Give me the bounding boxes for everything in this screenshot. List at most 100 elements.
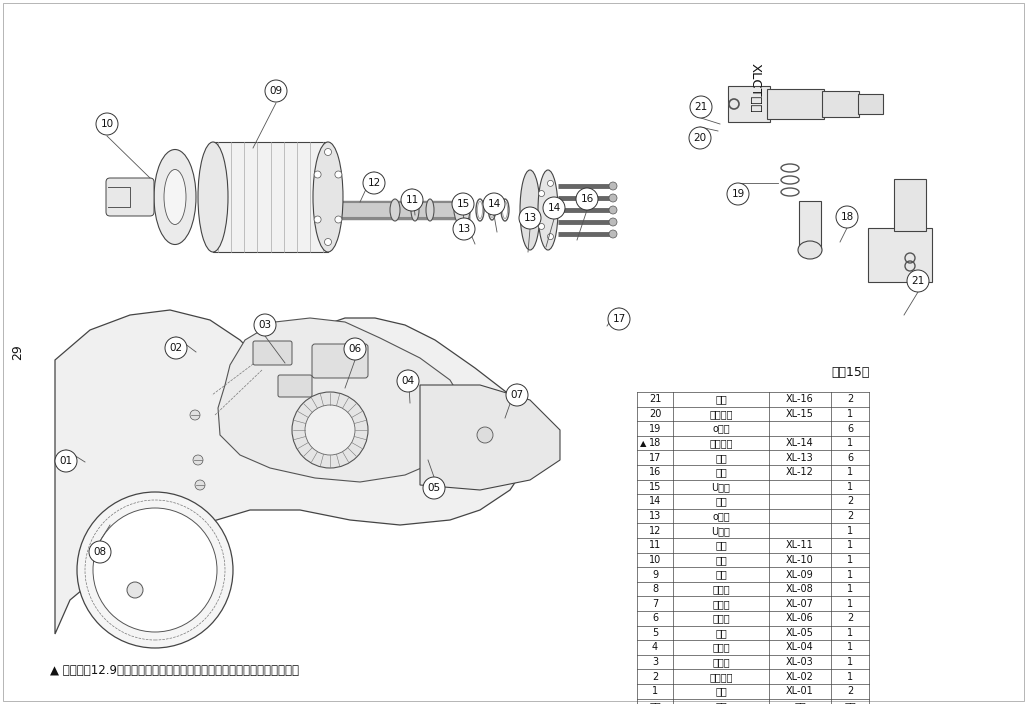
Circle shape [836,206,858,228]
Text: 21: 21 [649,394,661,404]
Text: 1: 1 [847,584,853,594]
Text: 13: 13 [649,511,661,521]
Circle shape [292,392,368,468]
Circle shape [96,113,118,135]
Text: 1: 1 [847,482,853,492]
Text: 17: 17 [649,453,661,463]
Text: 1: 1 [847,643,853,653]
Text: U型圈: U型圈 [712,482,730,492]
Text: 12: 12 [368,178,381,188]
Text: 1: 1 [847,467,853,477]
FancyBboxPatch shape [893,179,926,231]
Text: XL-13: XL-13 [786,453,813,463]
Text: XL-06: XL-06 [786,613,813,623]
Ellipse shape [390,199,400,221]
FancyBboxPatch shape [858,94,883,114]
FancyBboxPatch shape [728,86,770,122]
Circle shape [89,541,111,563]
Text: 09: 09 [269,86,282,96]
Text: 2: 2 [652,672,658,681]
Text: 15: 15 [456,199,469,209]
Circle shape [453,218,476,240]
Circle shape [193,455,203,465]
Circle shape [195,480,205,490]
Text: 11: 11 [406,195,419,205]
Circle shape [190,410,200,420]
Text: XL-09: XL-09 [786,570,813,579]
Text: 06: 06 [348,344,362,354]
Text: 16: 16 [580,194,594,204]
Text: 12: 12 [649,526,661,536]
Text: 小棘爪: 小棘爪 [712,643,730,653]
Ellipse shape [609,230,617,238]
Circle shape [165,337,187,359]
Text: U型盖: U型盖 [712,526,730,536]
Circle shape [547,180,554,187]
Text: 05: 05 [427,483,441,493]
Text: 卡簧: 卡簧 [715,394,727,404]
Circle shape [483,193,505,215]
Circle shape [397,370,419,392]
Text: 旋转接头: 旋转接头 [710,438,732,448]
Circle shape [553,207,559,213]
FancyBboxPatch shape [278,375,312,397]
FancyBboxPatch shape [312,344,368,378]
Circle shape [77,492,233,648]
FancyBboxPatch shape [213,142,328,252]
Text: 序号: 序号 [649,701,661,704]
Text: 20: 20 [649,409,661,419]
Text: XL-03: XL-03 [786,657,813,667]
Ellipse shape [609,206,617,214]
FancyBboxPatch shape [868,228,931,282]
Circle shape [477,427,493,443]
Text: 8: 8 [652,584,658,594]
Circle shape [689,127,711,149]
Circle shape [127,582,143,598]
Text: 18: 18 [840,212,853,222]
Text: 13: 13 [457,224,470,234]
Text: 螺钉: 螺钉 [715,453,727,463]
Text: XL-08: XL-08 [786,584,813,594]
Circle shape [907,270,929,292]
Text: XL-15: XL-15 [786,409,814,419]
Circle shape [538,191,544,196]
Text: 07: 07 [510,390,524,400]
Text: 2: 2 [847,613,853,623]
Circle shape [727,183,749,205]
Text: 活塞: 活塞 [715,540,727,551]
Text: ▲: ▲ [640,439,647,448]
Ellipse shape [164,170,186,225]
Circle shape [423,477,445,499]
Ellipse shape [411,199,419,221]
Text: 01: 01 [60,456,73,466]
Circle shape [335,216,342,223]
Text: 1: 1 [847,555,853,565]
FancyBboxPatch shape [822,91,859,117]
Circle shape [690,96,712,118]
Text: 6: 6 [652,613,658,623]
Text: XL-04: XL-04 [786,643,813,653]
Text: 5: 5 [652,628,658,638]
Text: 止退棘爪: 止退棘爪 [710,672,732,681]
Text: 1: 1 [847,570,853,579]
Text: 14: 14 [649,496,661,506]
Text: XL-16: XL-16 [786,394,813,404]
Ellipse shape [154,149,196,244]
Circle shape [305,405,355,455]
Text: XL-02: XL-02 [786,672,814,681]
Text: 10: 10 [649,555,661,565]
FancyBboxPatch shape [799,201,821,251]
Text: 棘轮: 棘轮 [715,628,727,638]
Text: 堵板: 堵板 [715,686,727,696]
Text: 02: 02 [169,343,183,353]
Text: 2: 2 [847,394,853,404]
Text: XL-07: XL-07 [786,598,814,609]
Circle shape [55,450,77,472]
FancyBboxPatch shape [253,341,292,365]
Circle shape [543,197,565,219]
Text: 大棘爪: 大棘爪 [712,657,730,667]
Text: ▲ 此螺钉为12.9级、一般内六角螺钉不得代替，否则有断裂、崩盖的危险！: ▲ 此螺钉为12.9级、一般内六角螺钉不得代替，否则有断裂、崩盖的危险！ [50,663,299,677]
Text: 18: 18 [649,438,661,448]
Text: 1: 1 [652,686,658,696]
Circle shape [576,188,598,210]
